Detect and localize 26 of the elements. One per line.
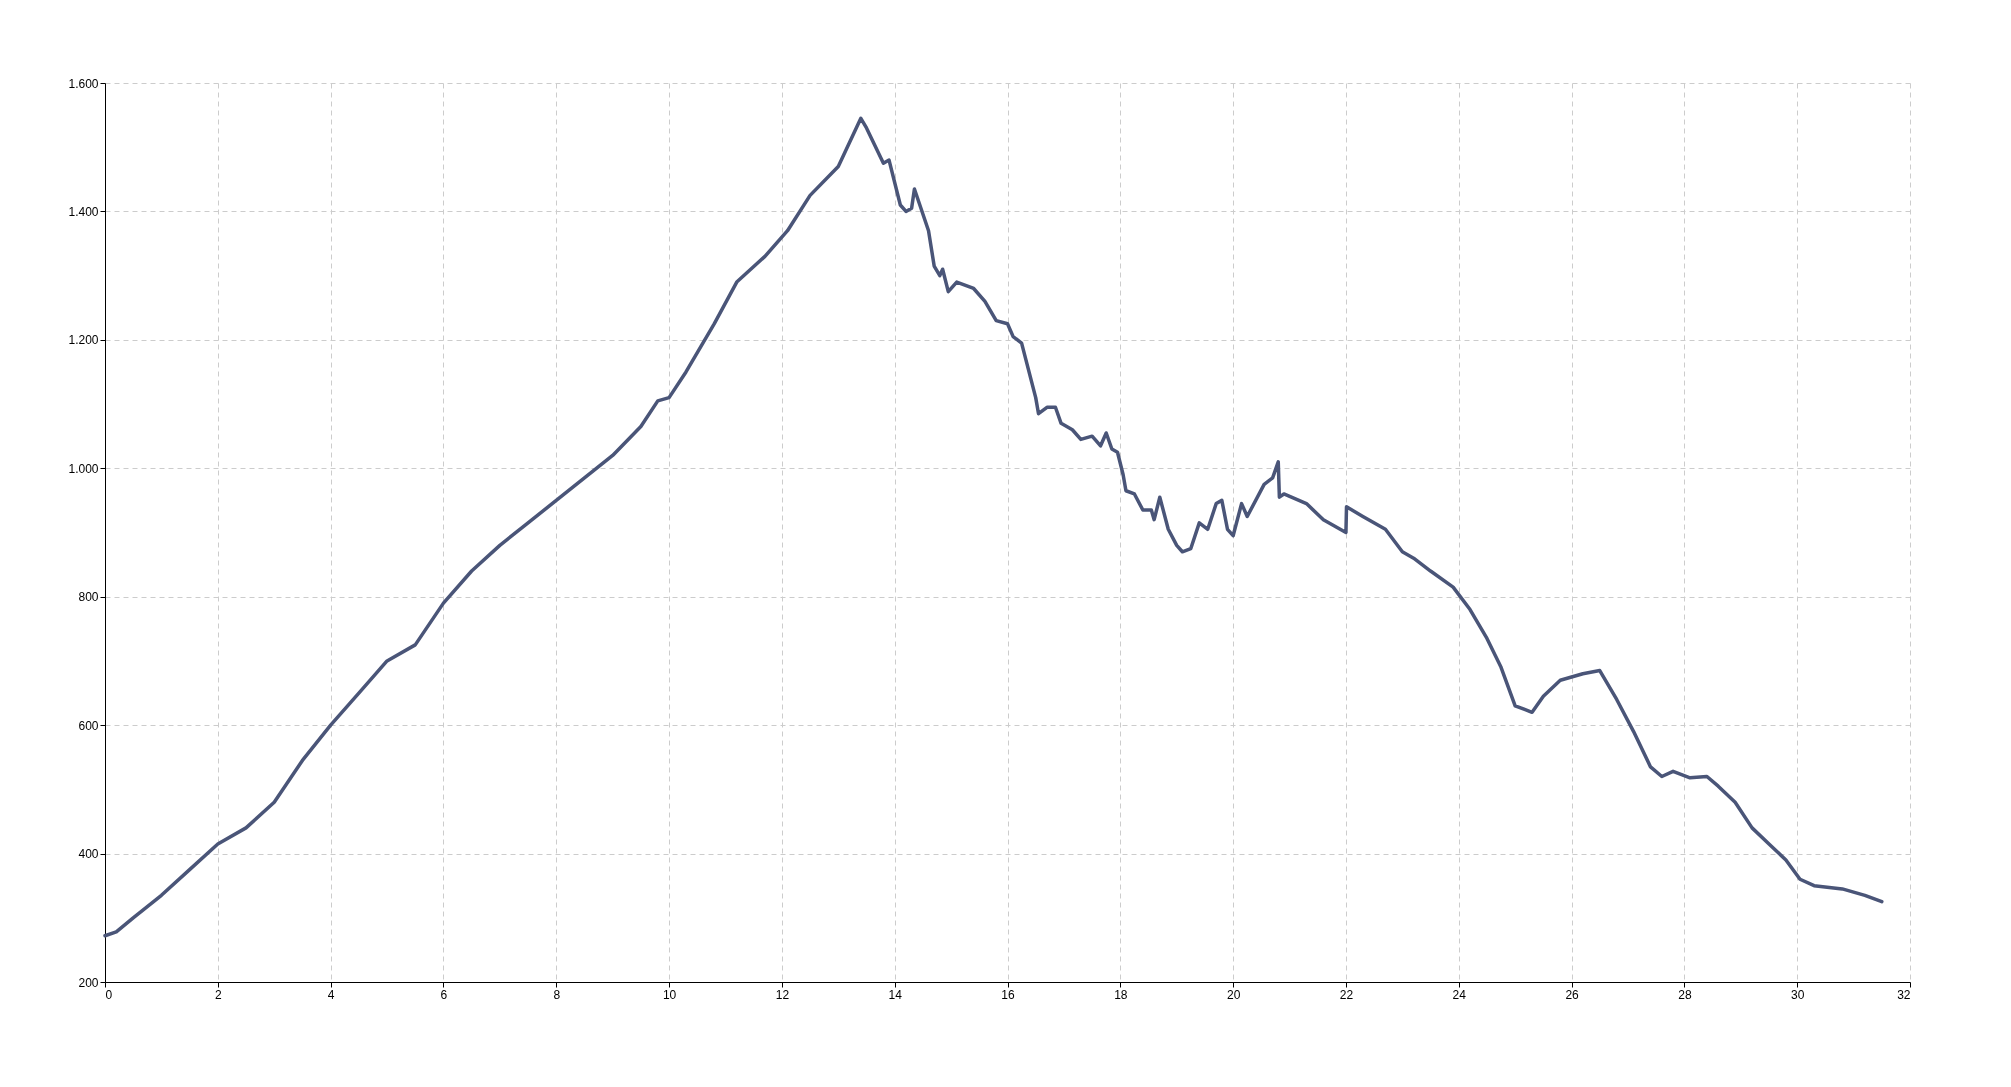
y-tick-label: 200 bbox=[78, 975, 99, 990]
x-tick-label: 32 bbox=[1897, 987, 1911, 1002]
x-tick-label: 16 bbox=[1001, 987, 1015, 1002]
x-tick-label: 18 bbox=[1114, 987, 1128, 1002]
x-tick-label: 28 bbox=[1678, 987, 1692, 1002]
y-tick-label: 1.600 bbox=[68, 76, 99, 91]
x-tick-label: 10 bbox=[662, 987, 677, 1002]
x-tick-label: 8 bbox=[553, 987, 561, 1002]
x-tick-label: 14 bbox=[888, 987, 903, 1002]
x-tick-label: 12 bbox=[775, 987, 790, 1002]
y-tick-label: 800 bbox=[78, 590, 99, 605]
x-tick-label: 30 bbox=[1791, 987, 1805, 1002]
line-series bbox=[103, 116, 1884, 938]
y-tick-label: 1.400 bbox=[68, 204, 99, 219]
x-tick-label: 6 bbox=[440, 987, 448, 1002]
y-tick-label: 600 bbox=[78, 718, 99, 733]
x-tick-label: 26 bbox=[1565, 987, 1580, 1002]
y-tick-label: 1.200 bbox=[68, 333, 99, 348]
y-tick-label: 400 bbox=[78, 847, 99, 862]
y-tick-label: 1.000 bbox=[68, 461, 99, 476]
x-tick-label: 22 bbox=[1339, 987, 1354, 1002]
x-tick-label: 2 bbox=[214, 987, 222, 1002]
x-tick-label: 4 bbox=[327, 987, 335, 1002]
x-tick-label: 24 bbox=[1452, 987, 1467, 1002]
x-tick-label: 0 bbox=[105, 987, 113, 1002]
x-tick-label: 20 bbox=[1226, 987, 1241, 1002]
